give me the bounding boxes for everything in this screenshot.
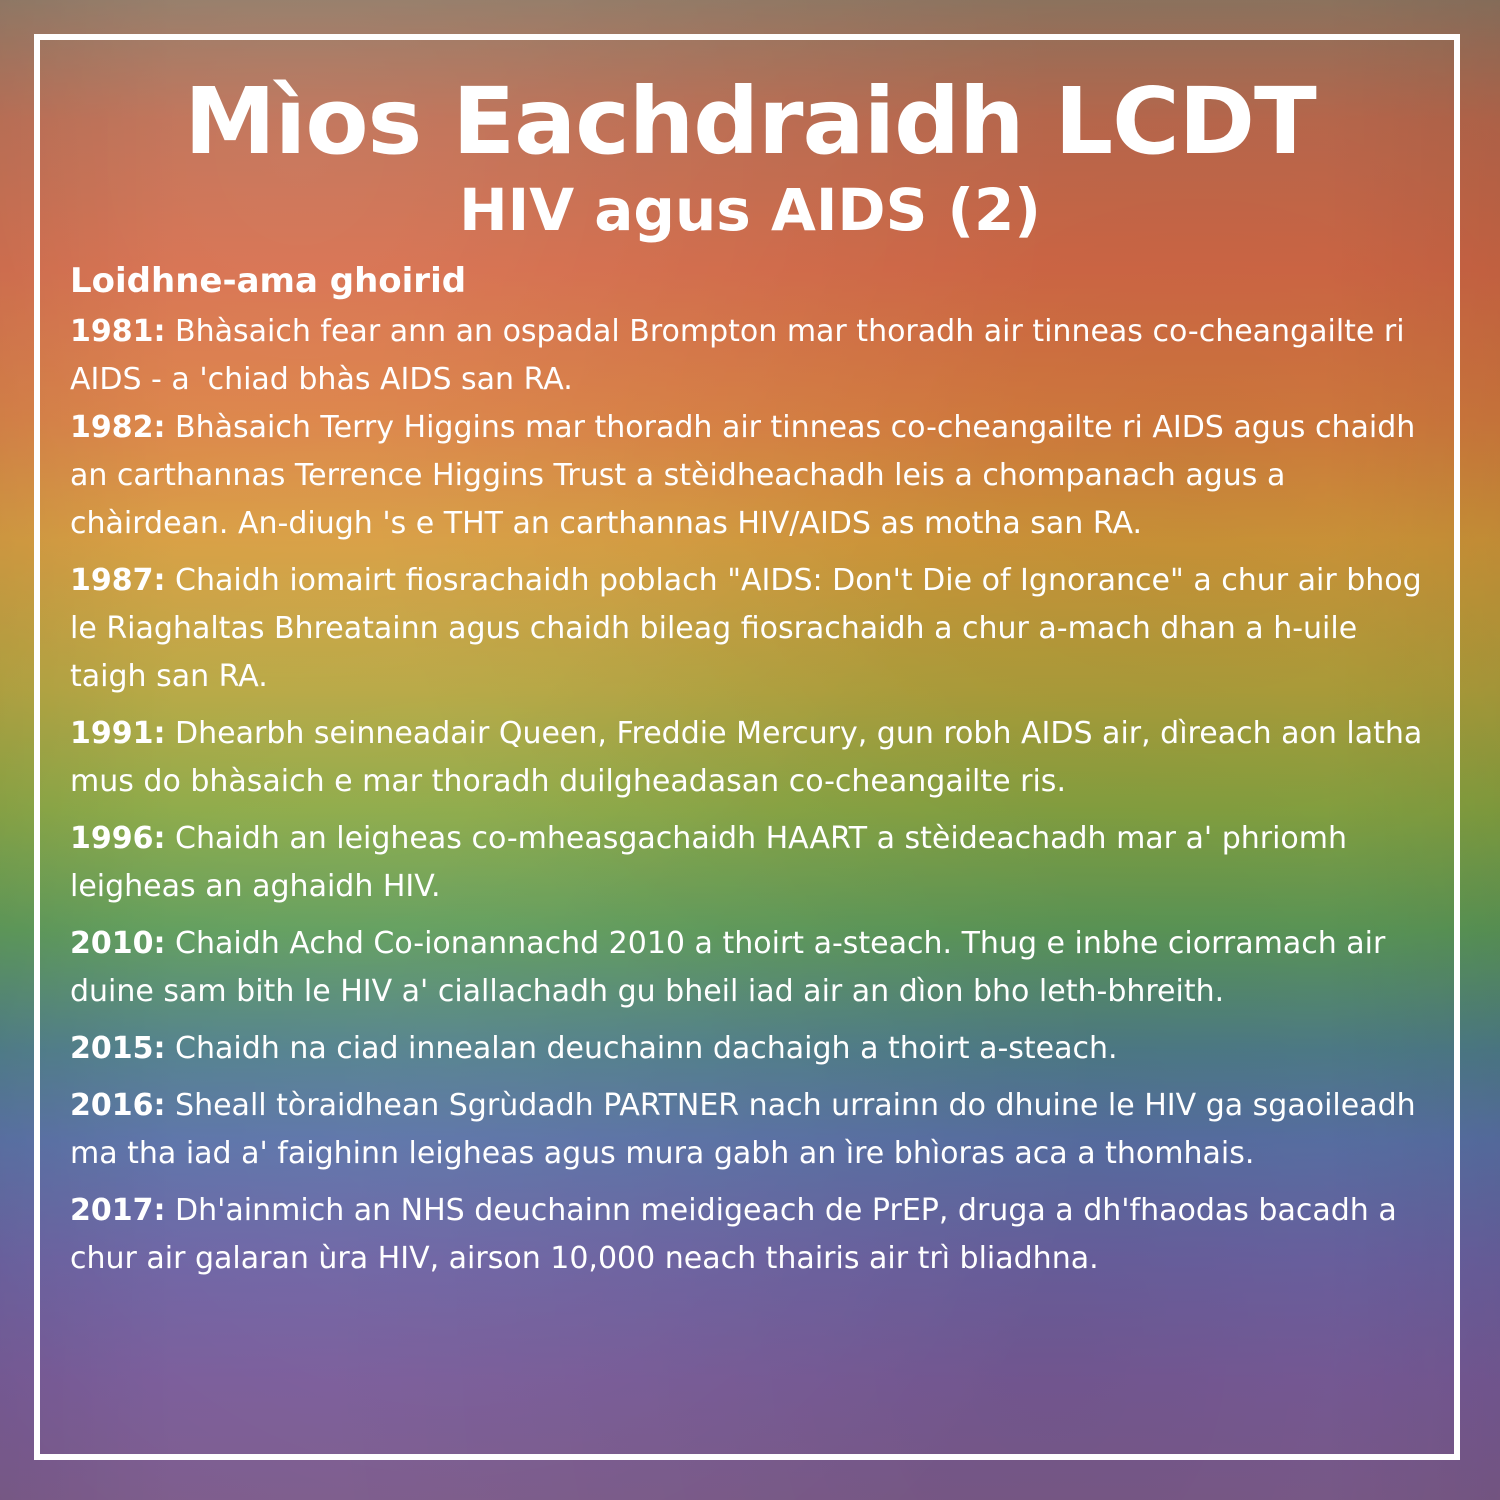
timeline-heading: Loidhne-ama ghoirid — [70, 261, 467, 301]
entry-year: 2015: — [70, 1031, 166, 1066]
timeline-entry-1991: 1991: Dhearbh seinneadair Queen, Freddie… — [70, 710, 1430, 806]
timeline-entry-1982: 1982: Bhàsaich Terry Higgins mar thoradh… — [70, 404, 1430, 548]
entry-text: Chaidh an leigheas co-mheasgachaidh HAAR… — [70, 821, 1348, 904]
entry-text: Dh'ainmich an NHS deuchainn meidigeach d… — [70, 1193, 1397, 1276]
entry-text: Chaidh na ciad innealan deuchainn dachai… — [175, 1031, 1118, 1066]
entry-year: 2016: — [70, 1088, 166, 1123]
timeline-list: 1981: Bhàsaich fear ann an ospadal Bromp… — [70, 308, 1430, 1283]
entry-year: 2017: — [70, 1193, 166, 1228]
entry-text: Chaidh Achd Co-ionannachd 2010 a thoirt … — [70, 926, 1386, 1009]
poster-title: Mìos Eachdraidh LCDT — [184, 68, 1317, 175]
entry-year: 1981: — [70, 314, 166, 349]
timeline-entry-2016: 2016: Sheall tòraidhean Sgrùdadh PARTNER… — [70, 1082, 1430, 1178]
poster-content: Mìos Eachdraidh LCDT HIV agus AIDS (2) L… — [70, 70, 1430, 1292]
entry-year: 1982: — [70, 410, 166, 445]
timeline-entry-1987: 1987: Chaidh iomairt fiosrachaidh poblac… — [70, 557, 1430, 701]
timeline-entry-1996: 1996: Chaidh an leigheas co-mheasgachaid… — [70, 815, 1430, 911]
entry-year: 1991: — [70, 716, 166, 751]
timeline-entry-2015: 2015: Chaidh na ciad innealan deuchainn … — [70, 1025, 1430, 1073]
entry-year: 1987: — [70, 563, 166, 598]
entry-year: 1996: — [70, 821, 166, 856]
entry-text: Bhàsaich fear ann an ospadal Brompton ma… — [70, 314, 1405, 397]
entry-text: Dhearbh seinneadair Queen, Freddie Mercu… — [70, 716, 1423, 799]
timeline-entry-1981: 1981: Bhàsaich fear ann an ospadal Bromp… — [70, 308, 1430, 404]
poster-subtitle: HIV agus AIDS (2) — [459, 176, 1041, 244]
timeline-entry-2010: 2010: Chaidh Achd Co-ionannachd 2010 a t… — [70, 920, 1430, 1016]
entry-text: Chaidh iomairt fiosrachaidh poblach "AID… — [70, 563, 1422, 694]
timeline-entry-2017: 2017: Dh'ainmich an NHS deuchainn meidig… — [70, 1187, 1430, 1283]
entry-year: 2010: — [70, 926, 166, 961]
entry-text: Sheall tòraidhean Sgrùdadh PARTNER nach … — [70, 1088, 1416, 1171]
entry-text: Bhàsaich Terry Higgins mar thoradh air t… — [70, 410, 1416, 541]
